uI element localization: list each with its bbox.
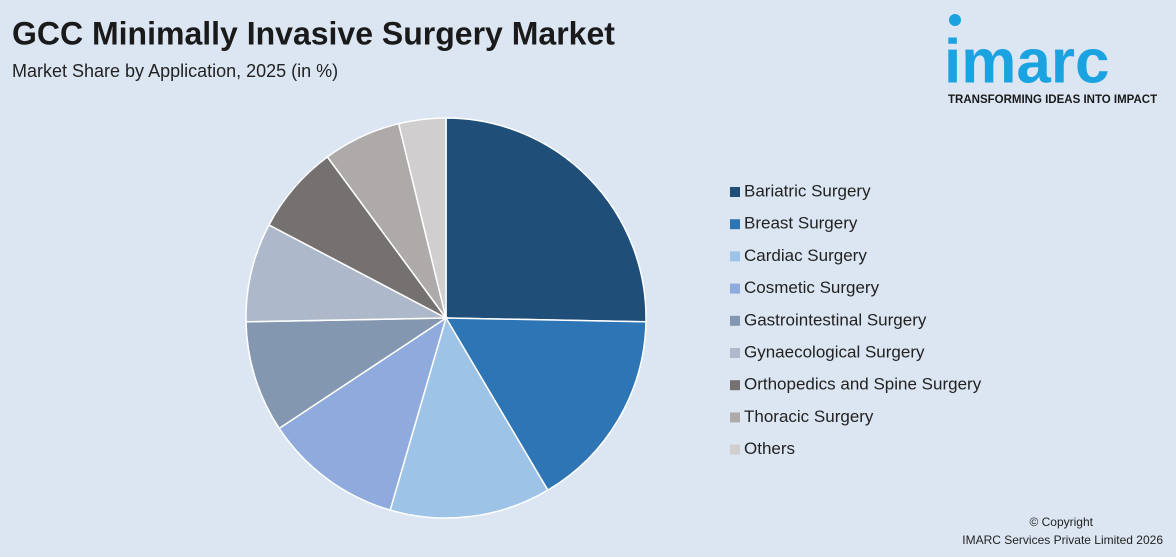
pie-slice [445,117,647,323]
legend-swatch [730,283,740,294]
legend-label: Cosmetic Surgery [744,278,880,297]
logo: imarc [944,27,1109,96]
legend-label: Others [744,439,795,458]
legend-swatch [730,315,740,326]
pie-slice [397,117,447,319]
legend-swatch [730,348,740,358]
legend-label: Orthopedics and Spine Surgery [744,375,982,394]
legend-label: Thoracic Surgery [744,407,874,426]
chart-title: GCC Minimally Invasive Surgery Market [12,15,615,51]
legend-label: Gastrointestinal Surgery [744,310,927,329]
pie-slice [245,317,449,430]
legend-swatch [730,219,740,230]
copyright-company: IMARC Services Private Limited 2026 [962,533,1163,547]
chart-subtitle: Market Share by Application, 2025 (in %) [12,61,338,81]
legend-label: Breast Surgery [744,214,858,233]
logo-dot [949,14,961,26]
legend-swatch [730,380,740,391]
legend-swatch [730,251,740,262]
legend-swatch [730,412,740,423]
legend-label: Gynaecological Surgery [744,342,925,361]
pie-slice [389,316,549,519]
pie-slice [245,223,447,323]
pie-slice [444,317,647,492]
logo-tagline: TRANSFORMING IDEAS INTO IMPACT [948,94,1157,106]
legend-label: Bariatric Surgery [744,181,871,200]
legend-swatch [730,187,740,197]
legend-label: Cardiac Surgery [744,246,867,265]
pie-slice [278,316,448,511]
legend-swatch [730,444,740,455]
copyright: © Copyright [1029,515,1093,529]
